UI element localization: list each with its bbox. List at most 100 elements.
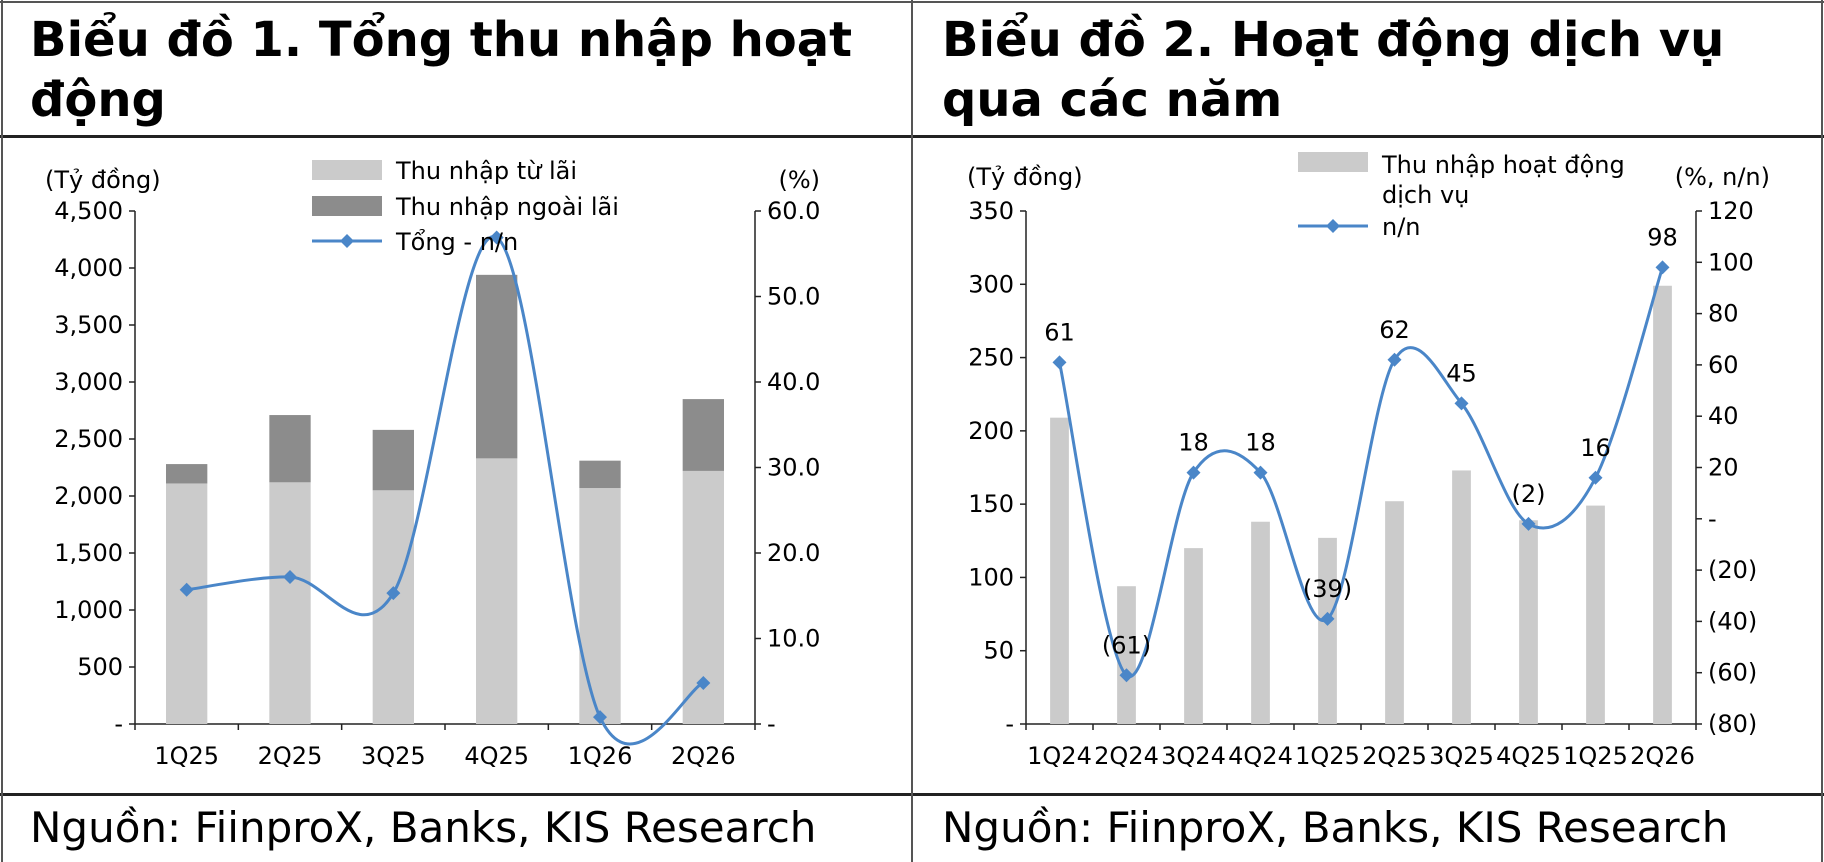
- chart-2-bar-1: [1385, 501, 1404, 724]
- chart-2-line-series: [1058, 266, 1664, 678]
- chart-1-bar-2: [579, 460, 621, 489]
- chart-2-right-tick-label: (80): [1708, 710, 1757, 738]
- chart-2-line-point: [1454, 396, 1469, 411]
- panel-chart-1: Biểu đồ 1. Tổng thu nhập hoạt động - 500 1…: [30, 12, 853, 852]
- chart-2-legend-label-line: dịch vụ: [1382, 181, 1469, 209]
- chart-2-legend-label-yoy: n/n: [1382, 213, 1421, 241]
- chart-2-data-label: (2): [1512, 480, 1546, 508]
- chart-2-bar-1: [1184, 548, 1203, 724]
- chart-1-line-point: [283, 569, 297, 584]
- chart-2-title: Biểu đồ 2. Hoạt động dịch vụ qua các năm: [942, 12, 1725, 128]
- chart-1-legend-label-noninterest: Thu nhập ngoài lãi: [395, 193, 619, 221]
- chart-2-right-tick-label: (40): [1708, 607, 1757, 635]
- chart-1-bar-2: [166, 464, 208, 484]
- chart-1-left-tick-label: 4,500: [54, 197, 123, 225]
- chart-1-title: Biểu đồ 1. Tổng thu nhập hoạt động: [30, 12, 853, 128]
- chart-1-x-tick-label: 2Q26: [671, 742, 736, 770]
- chart-2-data-label: 61: [1044, 318, 1075, 346]
- chart-2-right-tick-label: 80: [1708, 300, 1739, 328]
- chart-2-bar-1: [1117, 586, 1136, 724]
- chart-2-line-point: [1253, 465, 1268, 480]
- chart-2-right-tick-label: 100: [1708, 248, 1754, 276]
- chart-2-x-tick-label: 1Q25: [1295, 742, 1360, 770]
- chart-2-bar-1: [1251, 521, 1270, 724]
- chart-2-data-label: 62: [1379, 316, 1410, 344]
- chart-2-line-point: [1186, 465, 1201, 480]
- chart-2-x-tick-label: 3Q24: [1161, 742, 1226, 770]
- chart-2-data-label: 16: [1580, 434, 1611, 462]
- chart-2-bar-1: [1318, 537, 1337, 724]
- chart-2-bar-1: [1452, 470, 1471, 724]
- chart-2-x-tick-label: 2Q24: [1094, 742, 1159, 770]
- chart-2-right-tick-label: (60): [1708, 659, 1757, 687]
- frame-left-rule: [1, 0, 3, 862]
- chart-2-line-point: [1655, 260, 1670, 275]
- chart-2-x-tick-label: 3Q25: [1429, 742, 1494, 770]
- chart-2-data-label: (39): [1303, 575, 1352, 603]
- chart-1-bar-1: [166, 483, 208, 724]
- chart-2-x-tick-label: 4Q24: [1228, 742, 1293, 770]
- chart-1-left-tick-label: -: [114, 710, 123, 738]
- chart-1-right-tick-label: 40.0: [767, 368, 820, 396]
- chart-1-y-left-unit: (Tỷ đồng): [45, 166, 161, 194]
- chart-2-legend-label-service: Thu nhập hoạt động dịch vụ: [1381, 151, 1625, 209]
- chart-2-legend-label-line: Thu nhập hoạt động: [1381, 151, 1625, 179]
- chart-2-right-tick-label: 60: [1708, 351, 1739, 379]
- chart-1-right-tick-label: 30.0: [767, 454, 820, 482]
- chart-1-line-point: [593, 710, 607, 725]
- chart-2-y-left-unit: (Tỷ đồng): [967, 163, 1083, 191]
- chart-1-left-tick-label: 3,000: [54, 368, 123, 396]
- chart-2-x-tick-label: 4Q25: [1496, 742, 1561, 770]
- chart-2-left-tick-label: 350: [968, 197, 1014, 225]
- chart-1-left-tick-label: 4,000: [54, 254, 123, 282]
- chart-1-bar-2: [476, 274, 518, 459]
- chart-2-bar-1: [1050, 417, 1069, 724]
- chart-1-left-tick-label: 1,500: [54, 539, 123, 567]
- panel-chart-2: Biểu đồ 2. Hoạt động dịch vụ qua các năm…: [912, 0, 1824, 862]
- chart-1: - 500 1,000 1,500 2,000 2,500 3,000 3,500 4,000 4…: [45, 157, 820, 770]
- chart-2-line-point: [1588, 470, 1603, 485]
- chart-1-right-tick-label: 10.0: [767, 625, 820, 653]
- chart-1-bar-1: [476, 458, 518, 724]
- chart-2-right-tick-label: 20: [1708, 454, 1739, 482]
- chart-2-left-tick-label: 50: [983, 637, 1014, 665]
- chart-1-x-tick-label: 4Q25: [464, 742, 529, 770]
- chart-2-line-point: [1052, 355, 1067, 370]
- chart-1-right-tick-label: 20.0: [767, 539, 820, 567]
- chart-2-left-tick-label: 100: [968, 563, 1014, 591]
- chart-2-x-tick-label: 2Q26: [1630, 742, 1695, 770]
- chart-1-legend-swatch-total-marker: [340, 234, 354, 248]
- chart-2-line-point: [1521, 516, 1536, 531]
- chart-1-legend-swatch-interest: [312, 160, 382, 180]
- chart-1-bar-2: [682, 399, 724, 471]
- chart-2-left-tick-label: 250: [968, 344, 1014, 372]
- chart-1-bar-1: [579, 488, 621, 724]
- chart-1-left-tick-label: 500: [77, 653, 123, 681]
- chart-2-x-tick-label: 1Q25: [1563, 742, 1628, 770]
- chart-2-data-label: 18: [1178, 429, 1209, 457]
- chart-1-bar-2: [372, 429, 414, 491]
- frame-right-rule: [1821, 0, 1823, 862]
- chart-1-line-point: [386, 586, 401, 601]
- chart-2-left-tick-label: 300: [968, 270, 1014, 298]
- chart-1-x-tick-label: 3Q25: [361, 742, 426, 770]
- chart-2: - 50 100 150 200 250 300 350 (80) (60) (40) (20) - 20…: [967, 151, 1770, 770]
- chart-1-line-point: [696, 675, 711, 690]
- chart-2-legend-swatch-yoy-marker: [1326, 219, 1340, 233]
- chart-1-y-right-unit: (%): [778, 166, 820, 194]
- chart-2-y-right-unit: (%, n/n): [1675, 163, 1770, 191]
- chart-2-data-label: 45: [1446, 359, 1477, 387]
- chart-2-line-point: [1320, 611, 1335, 626]
- chart-2-line-point: [1387, 352, 1402, 367]
- chart-1-legend-label-interest: Thu nhập từ lãi: [395, 157, 577, 185]
- chart-1-left-tick-label: 2,500: [54, 425, 123, 453]
- chart-2-bar-1: [1586, 505, 1605, 724]
- chart-2-left-tick-label: 150: [968, 490, 1014, 518]
- chart-2-x-tick-label: 2Q25: [1362, 742, 1427, 770]
- chart-1-line-series: [186, 235, 705, 746]
- chart-1-line-point: [179, 582, 194, 597]
- chart-1-right-tick-label: 50.0: [767, 283, 820, 311]
- chart-2-bar-1: [1653, 285, 1672, 724]
- frame-middle-rule: [911, 0, 913, 862]
- chart-1-line-point: [489, 230, 504, 245]
